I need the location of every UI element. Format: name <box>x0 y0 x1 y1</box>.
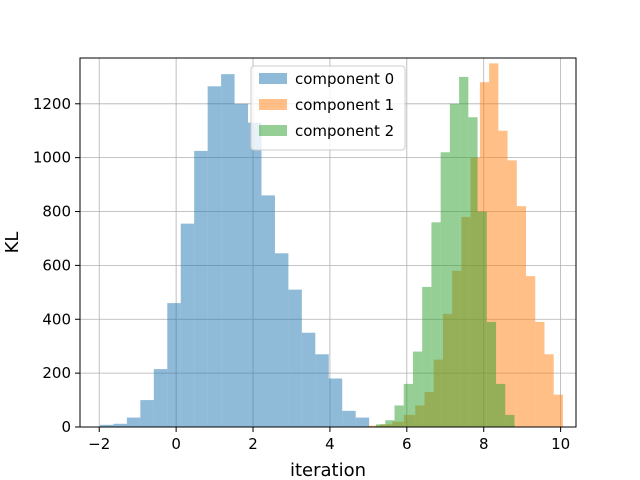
histogram-bar-series-0 <box>274 253 289 427</box>
legend-swatch-2 <box>259 125 287 136</box>
histogram-bar-series-0 <box>248 122 262 427</box>
histogram-bar-series-2 <box>486 321 497 427</box>
y-tick-label: 400 <box>42 310 71 328</box>
histogram-bar-series-0 <box>355 417 370 427</box>
x-tick-label: −2 <box>88 435 110 453</box>
legend-label-1: component 1 <box>295 96 394 114</box>
legend-box <box>250 65 406 151</box>
x-axis-label: iteration <box>290 460 366 480</box>
x-tick-label: 2 <box>248 435 258 453</box>
histogram-bar-series-0 <box>167 303 181 427</box>
histogram-bar-series-0 <box>113 423 127 427</box>
histogram-bar-series-1 <box>367 425 380 427</box>
histogram-bar-series-0 <box>261 195 275 427</box>
histogram-bar-series-0 <box>140 400 154 427</box>
histogram-bar-series-1 <box>553 394 563 427</box>
legend-label-0: component 0 <box>295 70 394 88</box>
y-tick-label: 1000 <box>33 149 71 167</box>
histogram-bar-series-2 <box>431 222 441 427</box>
histogram-bar-series-0 <box>99 424 114 427</box>
histogram-bar-series-0 <box>194 150 208 428</box>
legend-swatch-0 <box>259 73 287 84</box>
histogram-bar-series-1 <box>544 354 554 427</box>
legend: component 0 component 1 component 2 <box>250 65 406 151</box>
histogram-bar-series-2 <box>505 414 515 427</box>
histogram-bar-series-1 <box>526 276 536 427</box>
y-tick-label: 800 <box>42 203 71 221</box>
histogram-bar-series-1 <box>535 321 545 427</box>
histogram-bar-series-0 <box>234 103 249 427</box>
histogram-bar-series-2 <box>496 383 506 427</box>
y-tick-label: 200 <box>42 364 71 382</box>
histogram-bar-series-0 <box>126 417 141 427</box>
x-tick-label: 4 <box>325 435 335 453</box>
histogram-bar-series-2 <box>403 383 413 427</box>
x-tick-label: 8 <box>479 435 489 453</box>
histogram-bar-series-0 <box>221 74 235 427</box>
bars <box>99 63 563 428</box>
histogram-bar-series-0 <box>301 332 316 427</box>
x-tick-label: 6 <box>402 435 412 453</box>
x-tick-label: 0 <box>171 435 181 453</box>
histogram-bar-series-2 <box>385 420 395 427</box>
histogram-bar-series-0 <box>153 369 168 427</box>
histogram-bar-series-2 <box>376 424 386 427</box>
histogram-bar-series-1 <box>507 160 517 427</box>
histogram-bar-series-2 <box>440 152 450 427</box>
histogram-bar-series-1 <box>516 206 527 427</box>
histogram-bar-series-2 <box>412 351 423 427</box>
y-axis-label: KL <box>2 232 23 254</box>
x-axis: −2 0 2 4 6 8 10 <box>88 427 570 453</box>
histogram-bar-series-2 <box>468 117 478 427</box>
x-tick-label: 10 <box>551 435 570 453</box>
histogram-bar-series-2 <box>422 286 432 427</box>
histogram-bar-series-2 <box>459 76 469 428</box>
histogram-bar-series-0 <box>207 86 222 428</box>
y-axis: 0 200 400 600 800 1000 1200 <box>33 95 80 436</box>
histogram-bar-series-0 <box>288 289 302 427</box>
histogram-bar-series-1 <box>489 63 499 427</box>
histogram-bar-series-1 <box>498 130 508 427</box>
legend-label-2: component 2 <box>295 122 394 140</box>
histogram-bar-series-2 <box>449 103 460 427</box>
y-tick-label: 600 <box>42 256 71 274</box>
y-tick-label: 0 <box>61 418 71 436</box>
histogram-bar-series-2 <box>394 405 404 427</box>
histogram-bar-series-0 <box>342 410 356 427</box>
histogram-bar-series-2 <box>477 211 487 427</box>
histogram-bar-series-0 <box>328 378 343 427</box>
y-tick-label: 1200 <box>33 95 71 113</box>
histogram-bar-series-0 <box>315 354 329 427</box>
plot-frame <box>79 57 577 428</box>
histogram-bar-series-0 <box>180 223 195 427</box>
legend-swatch-1 <box>259 99 287 110</box>
